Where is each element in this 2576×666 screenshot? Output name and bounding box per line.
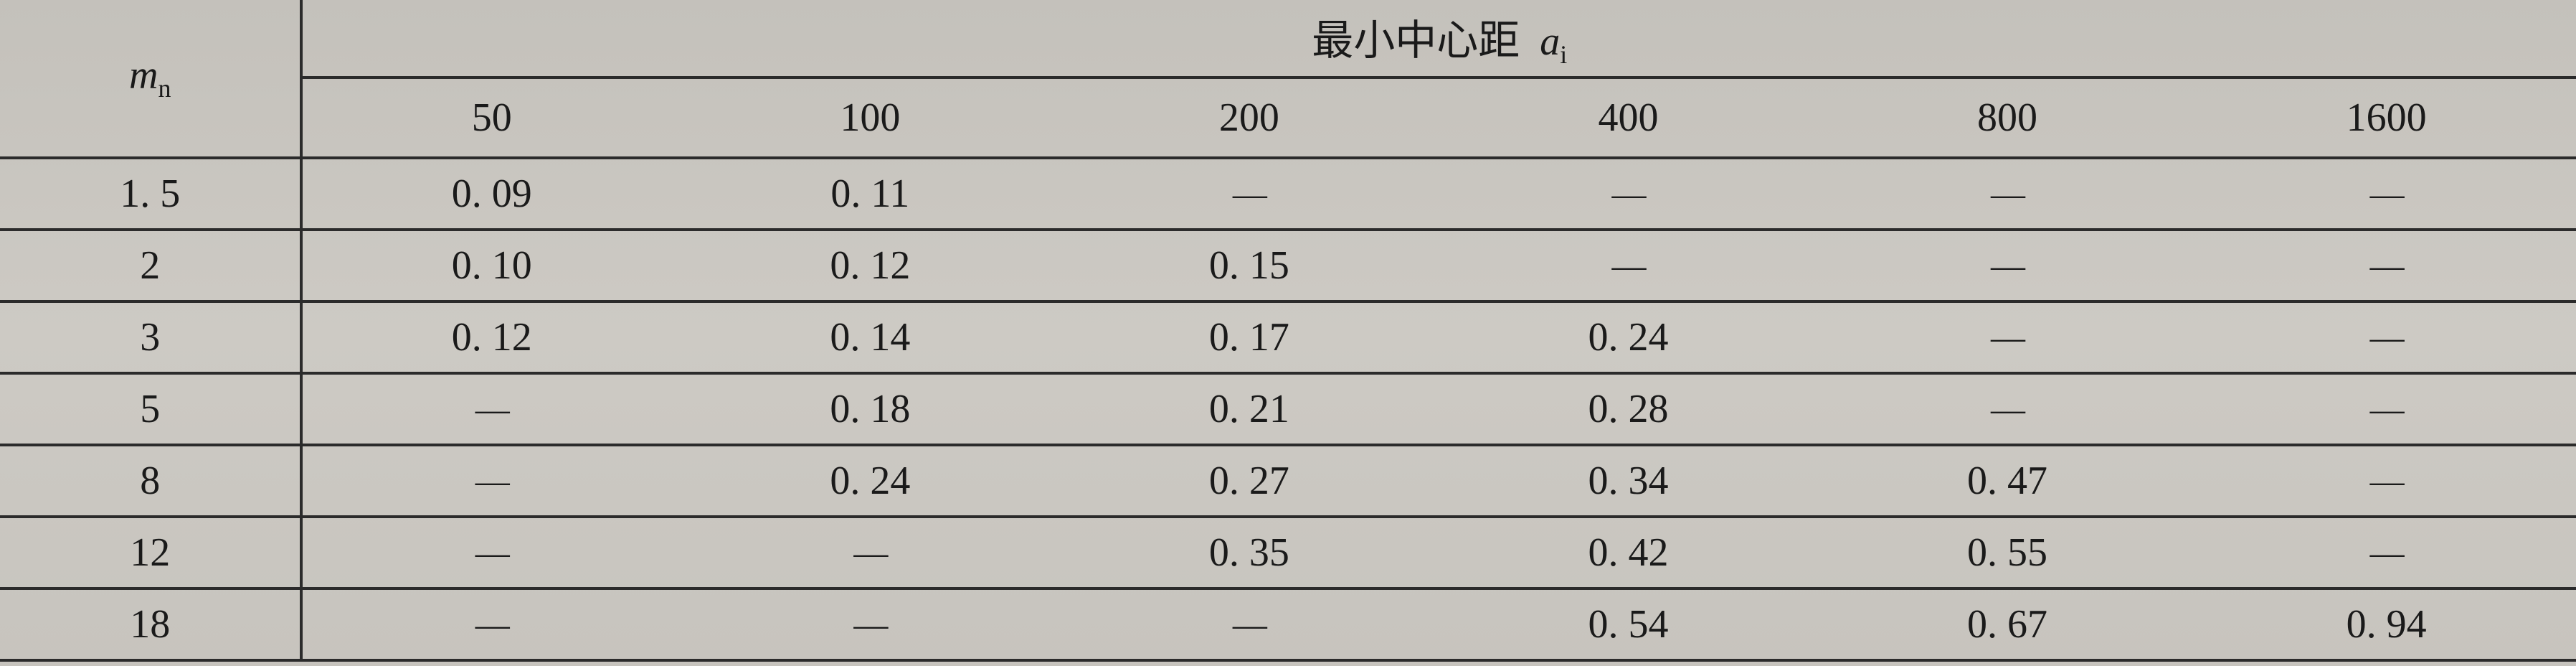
cell: — [1060, 158, 1439, 230]
table-row: 2 0. 10 0. 12 0. 15 — — — [0, 230, 2576, 301]
cell: 0. 35 [1060, 517, 1439, 588]
mn-symbol: mn [129, 53, 171, 98]
cell: 0. 12 [681, 230, 1060, 301]
cell: 0. 24 [1439, 301, 1818, 373]
cell: 0. 47 [1818, 445, 2197, 517]
cell: — [681, 588, 1060, 660]
cell: — [1818, 373, 2197, 445]
cell: 0. 94 [2197, 588, 2576, 660]
row-label-header: mn [0, 0, 301, 158]
row-label: 2 [0, 230, 301, 301]
cell: 0. 55 [1818, 517, 2197, 588]
table-row: 5 — 0. 18 0. 21 0. 28 — — [0, 373, 2576, 445]
table-row: 18 — — — 0. 54 0. 67 0. 94 [0, 588, 2576, 660]
cell: 0. 42 [1439, 517, 1818, 588]
cell: 0. 15 [1060, 230, 1439, 301]
col-header: 400 [1439, 78, 1818, 158]
cell: 0. 14 [681, 301, 1060, 373]
row-label: 3 [0, 301, 301, 373]
col-header: 50 [301, 78, 681, 158]
header-row-2: 50 100 200 400 800 1600 [0, 78, 2576, 158]
data-table: mn 最小中心距 ai 50 100 200 400 800 1600 1. 5… [0, 0, 2576, 662]
row-label: 12 [0, 517, 301, 588]
cell: — [1439, 158, 1818, 230]
cell: — [1818, 158, 2197, 230]
cell: — [681, 517, 1060, 588]
mn-subscript: n [158, 75, 171, 103]
cell: — [1439, 230, 1818, 301]
cell: 0. 28 [1439, 373, 1818, 445]
table-row: 12 — — 0. 35 0. 42 0. 55 — [0, 517, 2576, 588]
group-header-text: 最小中心距 [1312, 17, 1520, 64]
cell: — [2197, 373, 2576, 445]
cell: 0. 18 [681, 373, 1060, 445]
cell: — [1818, 230, 2197, 301]
cell: 0. 12 [301, 301, 681, 373]
cell: 0. 34 [1439, 445, 1818, 517]
cell: 0. 54 [1439, 588, 1818, 660]
cell: 0. 09 [301, 158, 681, 230]
row-label: 18 [0, 588, 301, 660]
cell: — [2197, 230, 2576, 301]
group-header: 最小中心距 ai [301, 0, 2576, 78]
cell: — [2197, 158, 2576, 230]
cell: 0. 24 [681, 445, 1060, 517]
row-label: 8 [0, 445, 301, 517]
cell: 0. 21 [1060, 373, 1439, 445]
cell: — [1060, 588, 1439, 660]
cell: 0. 10 [301, 230, 681, 301]
col-header: 100 [681, 78, 1060, 158]
cell: — [301, 445, 681, 517]
table-row: 8 — 0. 24 0. 27 0. 34 0. 47 — [0, 445, 2576, 517]
cell: — [301, 588, 681, 660]
row-label: 1. 5 [0, 158, 301, 230]
col-header: 800 [1818, 78, 2197, 158]
table-row: 1. 5 0. 09 0. 11 — — — — [0, 158, 2576, 230]
header-row-1: mn 最小中心距 ai [0, 0, 2576, 78]
group-header-symbol: ai [1530, 19, 1567, 64]
cell: — [301, 373, 681, 445]
row-label: 5 [0, 373, 301, 445]
table-row: 3 0. 12 0. 14 0. 17 0. 24 — — [0, 301, 2576, 373]
ai-letter: a [1540, 19, 1560, 64]
col-header: 1600 [2197, 78, 2576, 158]
cell: 0. 17 [1060, 301, 1439, 373]
cell: — [1818, 301, 2197, 373]
col-header: 200 [1060, 78, 1439, 158]
cell: 0. 11 [681, 158, 1060, 230]
cell: 0. 67 [1818, 588, 2197, 660]
cell: — [301, 517, 681, 588]
cell: — [2197, 517, 2576, 588]
cell: — [2197, 445, 2576, 517]
ai-subscript: i [1560, 40, 1567, 69]
cell: 0. 27 [1060, 445, 1439, 517]
cell: — [2197, 301, 2576, 373]
